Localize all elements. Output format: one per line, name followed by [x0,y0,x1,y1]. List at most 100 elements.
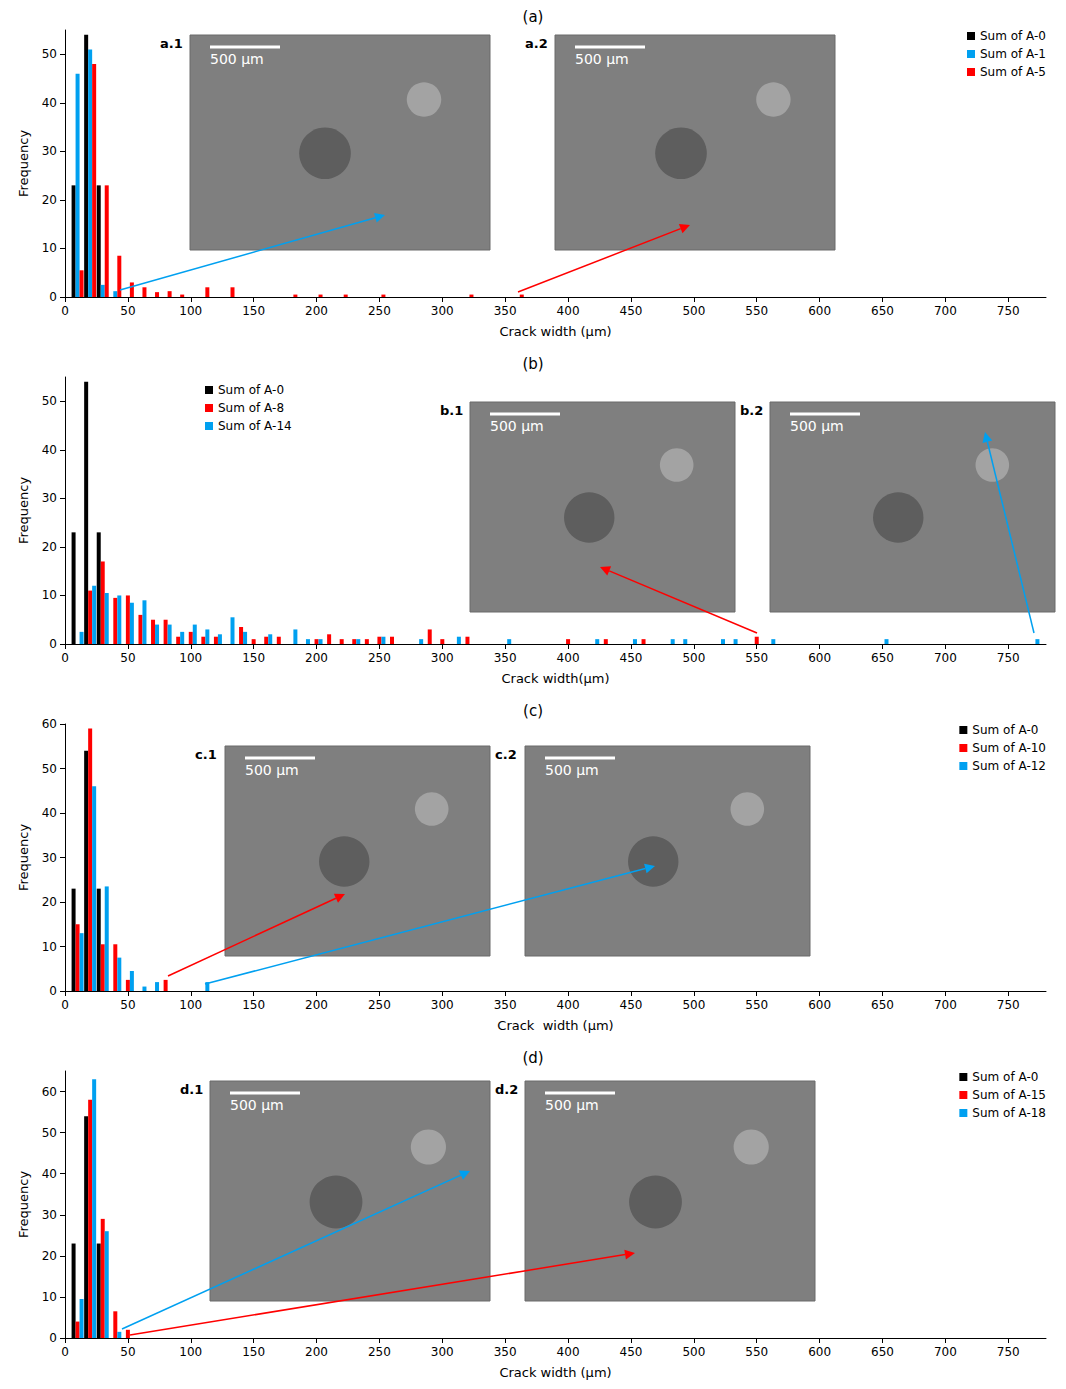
svg-text:500: 500 [682,304,705,318]
svg-text:350: 350 [494,1345,517,1359]
svg-text:20: 20 [42,1249,57,1263]
svg-text:100: 100 [179,1345,202,1359]
svg-text:300: 300 [431,651,454,665]
svg-text:60: 60 [42,1085,57,1099]
svg-text:c.1: c.1 [195,747,217,762]
svg-text:600: 600 [808,998,831,1012]
svg-text:200: 200 [305,651,328,665]
svg-text:50: 50 [120,998,135,1012]
svg-text:(a): (a) [523,8,544,26]
svg-text:500 µm: 500 µm [575,51,629,67]
svg-text:Frequency: Frequency [16,1171,31,1238]
svg-text:400: 400 [557,304,580,318]
svg-text:650: 650 [871,1345,894,1359]
svg-text:500 µm: 500 µm [230,1097,284,1113]
svg-text:10: 10 [42,588,57,602]
svg-text:Crack width (µm): Crack width (µm) [499,1365,611,1380]
svg-text:40: 40 [42,806,57,820]
svg-text:20: 20 [42,193,57,207]
svg-text:350: 350 [494,651,517,665]
svg-text:500 µm: 500 µm [490,418,544,434]
svg-text:Sum of A-15: Sum of A-15 [972,1088,1046,1102]
svg-text:750: 750 [997,998,1020,1012]
svg-text:b.2: b.2 [740,403,763,418]
svg-text:Sum of A-0: Sum of A-0 [218,383,284,397]
svg-text:750: 750 [997,304,1020,318]
svg-text:Frequency: Frequency [16,477,31,544]
svg-text:a.2: a.2 [525,36,548,51]
svg-text:750: 750 [997,1345,1020,1359]
svg-text:200: 200 [305,304,328,318]
svg-text:Crack width (µm): Crack width (µm) [499,324,611,339]
svg-text:30: 30 [42,144,57,158]
svg-text:Sum of A-18: Sum of A-18 [972,1106,1046,1120]
svg-text:Crack width (µm): Crack width (µm) [497,1018,613,1033]
svg-text:40: 40 [42,96,57,110]
svg-text:600: 600 [808,1345,831,1359]
svg-text:Sum of A-8: Sum of A-8 [218,401,284,415]
svg-text:450: 450 [620,998,643,1012]
svg-text:250: 250 [368,998,391,1012]
svg-text:350: 350 [494,304,517,318]
svg-text:Sum of A-0: Sum of A-0 [972,1070,1038,1084]
svg-text:500: 500 [682,651,705,665]
svg-text:650: 650 [871,998,894,1012]
svg-text:Frequency: Frequency [16,824,31,891]
svg-text:450: 450 [620,304,643,318]
svg-text:550: 550 [745,651,768,665]
svg-text:10: 10 [42,1290,57,1304]
svg-text:10: 10 [42,940,57,954]
svg-text:700: 700 [934,304,957,318]
svg-text:150: 150 [242,651,265,665]
svg-text:60: 60 [42,717,57,731]
svg-text:50: 50 [120,651,135,665]
svg-text:400: 400 [557,651,580,665]
svg-text:(b): (b) [522,355,543,373]
svg-text:100: 100 [179,304,202,318]
svg-text:Crack width(µm): Crack width(µm) [501,671,609,686]
svg-text:20: 20 [42,895,57,909]
svg-text:600: 600 [808,304,831,318]
svg-text:150: 150 [242,304,265,318]
svg-text:20: 20 [42,540,57,554]
svg-text:50: 50 [120,304,135,318]
svg-text:50: 50 [120,1345,135,1359]
svg-text:250: 250 [368,304,391,318]
svg-text:0: 0 [61,998,69,1012]
svg-text:Frequency: Frequency [16,130,31,197]
svg-text:650: 650 [871,651,894,665]
svg-text:50: 50 [42,762,57,776]
svg-text:d.1: d.1 [180,1082,203,1097]
svg-text:Sum of A-5: Sum of A-5 [980,65,1046,79]
svg-text:c.2: c.2 [495,747,517,762]
svg-text:100: 100 [179,998,202,1012]
svg-text:0: 0 [61,1345,69,1359]
svg-text:50: 50 [42,394,57,408]
svg-text:b.1: b.1 [440,403,463,418]
svg-text:10: 10 [42,241,57,255]
svg-text:Sum of A-0: Sum of A-0 [980,29,1046,43]
svg-text:500: 500 [682,1345,705,1359]
svg-text:50: 50 [42,47,57,61]
svg-text:200: 200 [305,998,328,1012]
svg-text:500: 500 [682,998,705,1012]
svg-text:550: 550 [745,304,768,318]
svg-text:250: 250 [368,1345,391,1359]
svg-text:d.2: d.2 [495,1082,518,1097]
svg-text:300: 300 [431,998,454,1012]
svg-text:(d): (d) [522,1049,543,1067]
svg-text:150: 150 [242,1345,265,1359]
svg-text:Sum of A-14: Sum of A-14 [218,419,292,433]
svg-text:500 µm: 500 µm [245,762,299,778]
svg-text:40: 40 [42,1167,57,1181]
svg-text:450: 450 [620,651,643,665]
svg-text:550: 550 [745,1345,768,1359]
svg-text:0: 0 [49,637,57,651]
svg-text:0: 0 [61,651,69,665]
svg-text:Sum of A-1: Sum of A-1 [980,47,1046,61]
svg-text:100: 100 [179,651,202,665]
svg-text:750: 750 [997,651,1020,665]
svg-text:550: 550 [745,998,768,1012]
svg-text:30: 30 [42,851,57,865]
svg-text:30: 30 [42,491,57,505]
